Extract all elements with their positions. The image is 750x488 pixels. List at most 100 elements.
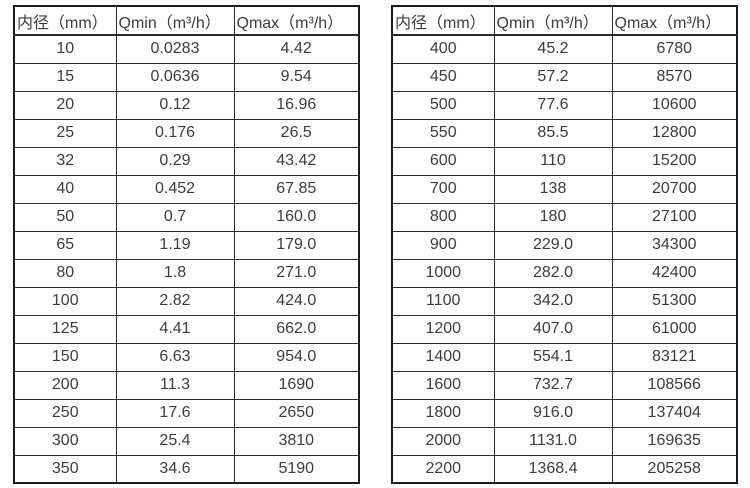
- table-cell: 180: [493, 202, 613, 232]
- table-cell: 3810: [233, 426, 360, 456]
- table-cell: 10: [13, 34, 117, 64]
- flow-rate-table-large-diameters: 内径（mm） Qmin（m³/h） Qmax（m³/h） 400 45.2 6780…: [391, 5, 738, 484]
- table-row: 10 0.0283 4.42: [13, 34, 360, 64]
- table-cell: 0.12: [115, 90, 235, 120]
- table-row: 40 0.452 67.85: [13, 174, 360, 204]
- table-cell: 500: [391, 90, 495, 120]
- table-cell: 8570: [611, 62, 738, 92]
- table-cell: 20700: [611, 174, 738, 204]
- table-row: 700 138 20700: [391, 174, 738, 204]
- table-row: 400 45.2 6780: [391, 34, 738, 64]
- table-row: 500 77.6 10600: [391, 90, 738, 120]
- table-cell: 160.0: [233, 202, 360, 232]
- table-cell: 137404: [611, 398, 738, 428]
- table-cell: 26.5: [233, 118, 360, 148]
- column-header-inner-diameter: 内径（mm）: [391, 5, 495, 36]
- column-header-qmin: Qmin（m³/h）: [493, 5, 613, 36]
- table-cell: 1131.0: [493, 426, 613, 456]
- table-row: 1100 342.0 51300: [391, 286, 738, 316]
- table-row: 80 1.8 271.0: [13, 258, 360, 288]
- table-row: 600 110 15200: [391, 146, 738, 176]
- table-cell: 85.5: [493, 118, 613, 148]
- table-cell: 0.176: [115, 118, 235, 148]
- table-cell: 0.0636: [115, 62, 235, 92]
- table-cell: 4.42: [233, 34, 360, 64]
- table-cell: 169635: [611, 426, 738, 456]
- table-cell: 10600: [611, 90, 738, 120]
- column-header-qmin: Qmin（m³/h）: [115, 5, 235, 36]
- table-cell: 1.19: [115, 230, 235, 260]
- table-cell: 179.0: [233, 230, 360, 260]
- table-cell: 1400: [391, 342, 495, 372]
- table-cell: 0.0283: [115, 34, 235, 64]
- table-cell: 2200: [391, 454, 495, 484]
- column-header-qmax: Qmax（m³/h）: [611, 5, 738, 36]
- table-cell: 42400: [611, 258, 738, 288]
- table-cell: 9.54: [233, 62, 360, 92]
- table-cell: 110: [493, 146, 613, 176]
- table-cell: 0.7: [115, 202, 235, 232]
- table-row: 800 180 27100: [391, 202, 738, 232]
- table-row: 550 85.5 12800: [391, 118, 738, 148]
- table-cell: 1690: [233, 370, 360, 400]
- table-cell: 34300: [611, 230, 738, 260]
- table-cell: 954.0: [233, 342, 360, 372]
- table-cell: 12800: [611, 118, 738, 148]
- table-cell: 65: [13, 230, 117, 260]
- table-cell: 400: [391, 34, 495, 64]
- table-cell: 550: [391, 118, 495, 148]
- table-cell: 25: [13, 118, 117, 148]
- table-row: 100 2.82 424.0: [13, 286, 360, 316]
- table-cell: 1368.4: [493, 454, 613, 484]
- table-cell: 32: [13, 146, 117, 176]
- table-cell: 554.1: [493, 342, 613, 372]
- table-cell: 4.41: [115, 314, 235, 344]
- table-cell: 0.29: [115, 146, 235, 176]
- table-cell: 2650: [233, 398, 360, 428]
- table-header-row: 内径（mm） Qmin（m³/h） Qmax（m³/h）: [13, 5, 360, 36]
- table-cell: 100: [13, 286, 117, 316]
- table-cell: 57.2: [493, 62, 613, 92]
- table-cell: 17.6: [115, 398, 235, 428]
- table-cell: 250: [13, 398, 117, 428]
- table-row: 1800 916.0 137404: [391, 398, 738, 428]
- table-cell: 916.0: [493, 398, 613, 428]
- table-cell: 25.4: [115, 426, 235, 456]
- table-cell: 342.0: [493, 286, 613, 316]
- table-cell: 15200: [611, 146, 738, 176]
- table-row: 450 57.2 8570: [391, 62, 738, 92]
- table-cell: 34.6: [115, 454, 235, 484]
- table-cell: 67.85: [233, 174, 360, 204]
- table-cell: 800: [391, 202, 495, 232]
- table-row: 65 1.19 179.0: [13, 230, 360, 260]
- table-cell: 900: [391, 230, 495, 260]
- table-cell: 1200: [391, 314, 495, 344]
- table-cell: 138: [493, 174, 613, 204]
- table-body: 10 0.0283 4.42 15 0.0636 9.54 20 0.12 16.96 25 0.1…: [13, 34, 360, 484]
- table-cell: 200: [13, 370, 117, 400]
- table-row: 150 6.63 954.0: [13, 342, 360, 372]
- table-row: 350 34.6 5190: [13, 454, 360, 484]
- table-cell: 27100: [611, 202, 738, 232]
- table-cell: 6780: [611, 34, 738, 64]
- table-row: 1400 554.1 83121: [391, 342, 738, 372]
- flow-rate-table-small-diameters: 内径（mm） Qmin（m³/h） Qmax（m³/h） 10 0.0283 4.4…: [13, 5, 360, 484]
- table-row: 2200 1368.4 205258: [391, 454, 738, 484]
- table-row: 125 4.41 662.0: [13, 314, 360, 344]
- table-row: 25 0.176 26.5: [13, 118, 360, 148]
- table-cell: 83121: [611, 342, 738, 372]
- table-cell: 662.0: [233, 314, 360, 344]
- table-cell: 700: [391, 174, 495, 204]
- table-cell: 61000: [611, 314, 738, 344]
- table-cell: 424.0: [233, 286, 360, 316]
- table-body: 400 45.2 6780 450 57.2 8570 500 77.6 10600 550 85.…: [391, 34, 738, 484]
- table-cell: 2000: [391, 426, 495, 456]
- table-cell: 6.63: [115, 342, 235, 372]
- table-cell: 108566: [611, 370, 738, 400]
- table-row: 32 0.29 43.42: [13, 146, 360, 176]
- table-cell: 45.2: [493, 34, 613, 64]
- table-row: 1000 282.0 42400: [391, 258, 738, 288]
- table-cell: 1000: [391, 258, 495, 288]
- table-row: 900 229.0 34300: [391, 230, 738, 260]
